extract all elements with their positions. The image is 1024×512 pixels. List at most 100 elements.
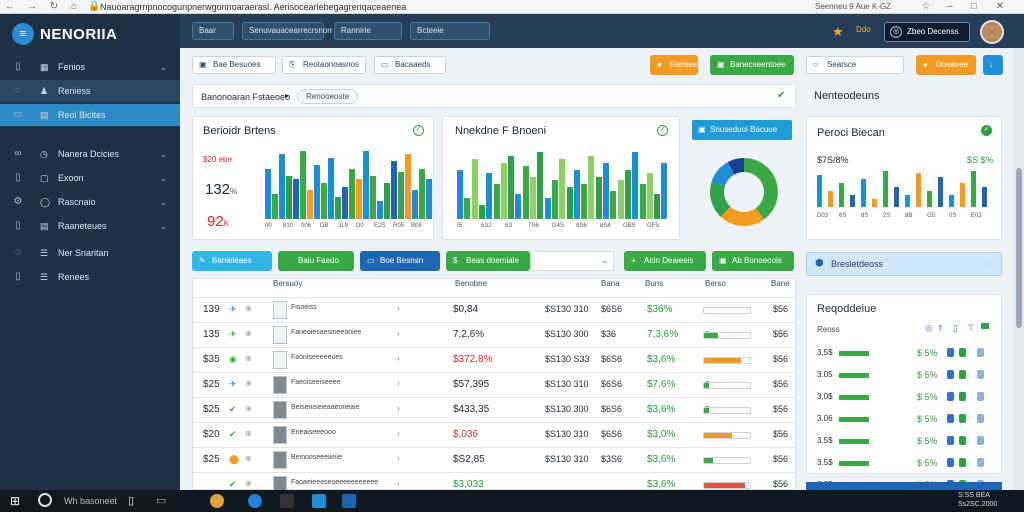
list-item[interactable]: 3,5$ $ 5% (807, 343, 1003, 365)
action-button-2[interactable]: Baiu Faedo (278, 251, 354, 271)
orange-button[interactable]: ● Ranseee (650, 55, 702, 75)
filter-3[interactable]: ▭ Bacaaeds (374, 56, 446, 74)
facebook-icon[interactable]: f (939, 323, 942, 333)
star-icon[interactable]: ★ (832, 24, 844, 39)
row-more-icon[interactable]: ⊕ (245, 304, 252, 313)
chat-icon[interactable]: ◎ (925, 323, 933, 333)
list-item[interactable]: 3,0$ $ 5% (807, 387, 1003, 409)
app-logo[interactable]: ≡ NENORIIA (12, 22, 117, 46)
action-dropdown[interactable]: ⌄ (530, 251, 614, 271)
check-icon[interactable]: ✓ (981, 125, 992, 136)
filter-1[interactable]: ▣ Bae Besuoes (192, 56, 276, 74)
clock-date[interactable]: Ss2SC.2000 (958, 501, 998, 508)
edge-icon[interactable] (248, 494, 262, 508)
store-icon[interactable]: ▭ (156, 495, 167, 507)
reload-icon[interactable]: ↻ (49, 1, 59, 12)
list-item[interactable]: 3.06 $ 5% (807, 409, 1003, 431)
row-name[interactable]: Beinooseeeiieiie (291, 454, 342, 461)
avatar[interactable] (980, 20, 1004, 44)
list-item[interactable]: 3.05 $ 5% (807, 365, 1003, 387)
sidebar-item-4[interactable]: ▯ ▢ Exoon ⌄ (0, 167, 180, 189)
close-icon[interactable]: ✕ (995, 1, 1005, 12)
info-icon[interactable]: ▯ (953, 323, 958, 333)
forward-icon[interactable]: → (27, 1, 37, 12)
back-icon[interactable]: ← (5, 1, 15, 12)
minimize-icon[interactable]: – (947, 1, 953, 12)
row-more-icon[interactable]: ⊕ (245, 429, 252, 438)
table-row[interactable]: $25 ⬤ ⊕ Beinooseeeiieiie › $S2,85 $S130 310 $3S… (193, 447, 797, 472)
topbar-button-2[interactable]: Senuvauacearrecrsnorr (242, 22, 333, 40)
row-name[interactable]: Faoaeieeeseoeeeeeeeeeee (291, 479, 379, 486)
action-button-3[interactable]: ▭ Boe Besnsn (360, 251, 440, 271)
breadcrumb-text[interactable]: Banonoaran Fstaeoeo (201, 92, 291, 102)
col-header-6[interactable]: Bane (771, 279, 790, 288)
row-more-icon[interactable]: ⊕ (245, 354, 252, 363)
sidebar-item-5[interactable]: ⚙ ◯ Rascnaio ⌄ (0, 191, 180, 213)
sidebar-item-6[interactable]: ▯ ▤ Raaneteues ⌄ (0, 215, 180, 237)
row-name[interactable]: Beiseniseieaaeoneaie (291, 404, 360, 411)
url-field[interactable]: Nauoaragrnpnocogunpnerwgonnoaraerasl. Ae… (100, 2, 407, 12)
search-circle-icon[interactable] (38, 493, 52, 507)
action-button-1[interactable]: ✎ Banieleaes (192, 251, 272, 271)
action-button-5[interactable]: + Aidn Deaieeis (624, 251, 706, 271)
row-name[interactable]: Faoniseeeeeues (291, 354, 343, 361)
green-button[interactable]: ▣ Banecseentoee (710, 55, 794, 75)
col-header-4[interactable]: Buns (645, 279, 664, 288)
list-item[interactable]: 3.5$ $ 5% (807, 453, 1003, 475)
check-icon[interactable]: ✓ (413, 125, 424, 136)
action-button-4[interactable]: $ Beas doemiale (446, 251, 530, 271)
right-panel-bar[interactable]: ⬢ Bresletdeoss ◌ (806, 252, 1002, 276)
row-more-icon[interactable]: ⊕ (245, 379, 252, 388)
table-row[interactable]: $20 ✔ ⊕ Eneaiseeeooo › $,036 $S130 310 $6S6 $3,0… (193, 422, 797, 447)
sidebar-item-2[interactable]: ▭ ▤ Reol Bicites (0, 104, 180, 126)
col-header-2[interactable]: Benobne (455, 279, 488, 288)
row-more-icon[interactable]: ⊕ (245, 454, 252, 463)
sidebar-item-0[interactable]: ▯ ▦ Fenios ⌄ (0, 56, 180, 78)
windows-icon[interactable]: ⊞ (10, 494, 21, 508)
row-more-icon[interactable]: ⊕ (245, 329, 252, 338)
row-name[interactable]: Fisoeiss (291, 304, 317, 311)
breadcrumb-chip[interactable]: Renooeoste (297, 89, 359, 104)
tree-icon[interactable]: ⊤ (967, 323, 975, 333)
row-more-icon[interactable]: ⊕ (245, 404, 252, 413)
account-pill[interactable]: ◎ Zbeo Decenss (884, 22, 970, 42)
row-more-icon[interactable]: ⊕ (245, 479, 252, 488)
table-row[interactable]: $25 ✈ ⊕ Faeoiseeiseeee › $57,395 $S130 310 $6S6… (193, 372, 797, 397)
topbar-button-1[interactable]: Baar (192, 22, 234, 40)
explorer-icon[interactable] (342, 494, 356, 508)
download-button[interactable]: ↓ (983, 55, 1003, 75)
filter-2[interactable]: ⎘ Reotaonoasnos (282, 56, 366, 74)
topbar-button-4[interactable]: Bcteeie (410, 22, 490, 40)
table-row[interactable]: 139 ✈ ⊕ Fisoeiss › $0,84 $S130 310 $6S6 $36% $56 (193, 297, 797, 322)
sidebar-item-1[interactable]: ◌ ♟ Reniess (0, 80, 180, 102)
sidebar-item-3[interactable]: ∞ ◷ Nanera Dcicies ⌄ (0, 143, 180, 165)
orange-button-2[interactable]: ● Doeavee (916, 55, 976, 75)
scroll-thumb[interactable] (1016, 168, 1022, 328)
col-header-1[interactable]: Bersuoy (273, 279, 303, 288)
taskbar-search[interactable]: Wh basoneet (64, 496, 118, 506)
flag-icon[interactable] (981, 323, 989, 329)
row-name[interactable]: Faneoiesaesioeeaniee (291, 329, 362, 336)
row-name[interactable]: Faeoiseeiseeee (291, 379, 341, 386)
maximize-icon[interactable]: □ (970, 1, 978, 12)
sidebar-item-7[interactable]: ◌ ☰ Ner Snaritan (0, 242, 180, 264)
check-icon[interactable]: ✓ (657, 125, 668, 136)
table-row[interactable]: 135 ✈ ⊕ Faneoiesaesioeeaniee › 7,2,6% $S130 30… (193, 322, 797, 347)
app-icon[interactable] (280, 494, 294, 508)
table-row[interactable]: ✔ ⊕ Faoaeieeeseoeeeeeeeeeee › $3,033 $3,6% $56 (193, 472, 797, 497)
home-icon[interactable]: ⌂ (70, 1, 78, 12)
folder-icon[interactable]: ▯ (128, 495, 135, 507)
mail-icon[interactable] (312, 494, 326, 508)
topbar-button-3[interactable]: Rannirie (334, 22, 402, 40)
list-item[interactable]: 3.5$ $ 5% (807, 431, 1003, 453)
action-button-6[interactable]: ▣ Ab Bonoeoois (712, 251, 794, 271)
donut-header[interactable]: ▣ Snuseduoi Bacuue (692, 120, 792, 140)
table-row[interactable]: $35 ◉ ⊕ Faoniseeeeeues › $372,8% $S130 S33 $6S6… (193, 347, 797, 372)
browser-icon[interactable] (210, 494, 224, 508)
col-header-3[interactable]: Bana (601, 279, 620, 288)
row-name[interactable]: Eneaiseeeooo (291, 429, 336, 436)
col-header-5[interactable]: Berso (705, 279, 726, 288)
search-input[interactable]: ○ Searsce (806, 56, 904, 74)
bookmark-icon[interactable]: ☆ (921, 1, 931, 12)
scrollbar[interactable] (1014, 48, 1024, 490)
